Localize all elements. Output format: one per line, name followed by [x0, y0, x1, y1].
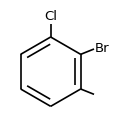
Text: Br: Br	[95, 42, 109, 55]
Text: Cl: Cl	[44, 10, 57, 23]
